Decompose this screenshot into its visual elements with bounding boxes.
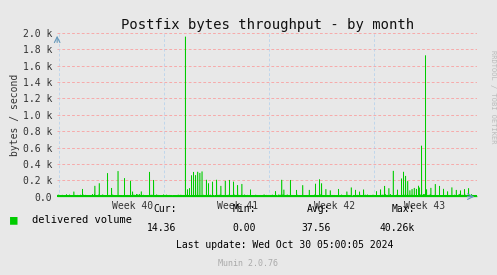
Text: Max:: Max:: [392, 204, 415, 214]
Text: ■: ■: [10, 213, 17, 227]
Text: Munin 2.0.76: Munin 2.0.76: [219, 260, 278, 268]
Text: 14.36: 14.36: [147, 223, 176, 233]
Text: Cur:: Cur:: [153, 204, 176, 214]
Text: RRDTOOL / TOBI OETIKER: RRDTOOL / TOBI OETIKER: [490, 50, 496, 143]
Text: 37.56: 37.56: [301, 223, 331, 233]
Text: 40.26k: 40.26k: [380, 223, 415, 233]
Y-axis label: bytes / second: bytes / second: [10, 74, 20, 156]
Text: 0.00: 0.00: [233, 223, 256, 233]
Text: Min:: Min:: [233, 204, 256, 214]
Title: Postfix bytes throughput - by month: Postfix bytes throughput - by month: [121, 18, 414, 32]
Text: Last update: Wed Oct 30 05:00:05 2024: Last update: Wed Oct 30 05:00:05 2024: [176, 240, 394, 250]
Text: Avg:: Avg:: [307, 204, 331, 214]
Text: delivered volume: delivered volume: [32, 215, 132, 225]
